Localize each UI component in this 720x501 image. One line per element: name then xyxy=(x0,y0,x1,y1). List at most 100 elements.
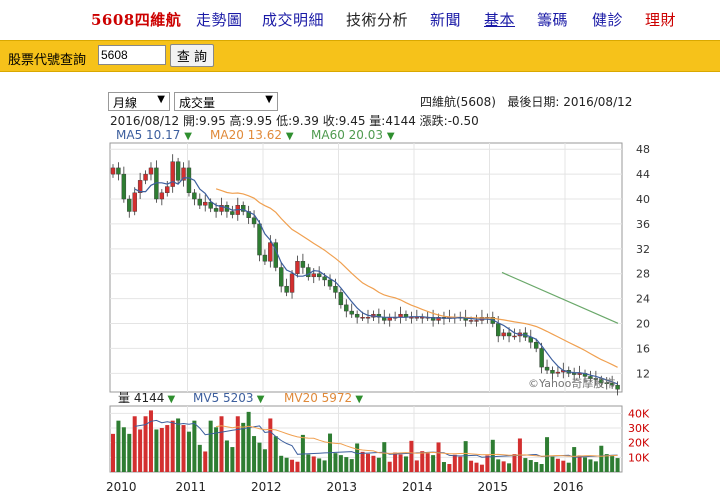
volume-bar xyxy=(322,460,327,472)
candlestick xyxy=(175,157,181,185)
candlestick xyxy=(571,367,577,381)
price-tick-label: 12 xyxy=(636,367,650,380)
nav-trend[interactable]: 走勢圖 xyxy=(196,11,243,29)
volume-tick-label: 30K xyxy=(628,422,650,435)
volume-bar xyxy=(403,456,408,472)
volume-bar xyxy=(599,445,604,472)
nav-finance[interactable]: 理財 xyxy=(645,11,677,29)
price-tick-label: 16 xyxy=(636,342,650,355)
ma60-line xyxy=(501,271,619,324)
period-select-value: 月線 xyxy=(113,96,138,110)
volume-bar xyxy=(431,455,436,472)
volume-bar xyxy=(214,427,219,472)
period-select[interactable]: 月線 ▼ xyxy=(108,92,170,111)
volume-bar xyxy=(154,429,159,472)
volume-bar xyxy=(414,460,419,472)
volume-bar xyxy=(311,456,316,472)
volume-bar xyxy=(420,451,425,472)
volume-bar xyxy=(186,431,191,472)
price-tick-label: 24 xyxy=(636,293,650,306)
volume-bar xyxy=(441,462,446,472)
candlestick xyxy=(159,189,165,206)
volume-bar xyxy=(279,455,284,472)
volume-bar xyxy=(393,452,398,472)
candlestick xyxy=(121,166,127,203)
price-tick-label: 48 xyxy=(636,143,650,156)
volume-bar xyxy=(159,428,164,472)
volume-bar xyxy=(376,457,381,472)
price-tick-label: 20 xyxy=(636,318,650,331)
volume-tick-label: 10K xyxy=(628,451,650,464)
ma20-line xyxy=(215,188,618,368)
volume-bar xyxy=(344,457,349,472)
mv20-line xyxy=(216,425,618,457)
volume-bar xyxy=(550,456,555,472)
nav-trade-detail[interactable]: 成交明細 xyxy=(262,11,325,29)
candlestick xyxy=(354,310,360,324)
stock-brand-link[interactable]: 5608四維航 xyxy=(91,11,182,29)
candlestick xyxy=(132,187,137,216)
nav-health[interactable]: 健診 xyxy=(592,11,624,29)
volume-bar xyxy=(230,447,235,472)
volume-bar xyxy=(382,442,387,472)
volume-bar xyxy=(409,440,414,472)
ma20-value: MA20 13.62 xyxy=(210,128,282,142)
nav-chips[interactable]: 籌碼 xyxy=(537,11,569,29)
last-date: 最後日期: 2016/08/12 xyxy=(507,95,633,109)
candlestick xyxy=(512,328,517,340)
candlestick xyxy=(143,170,148,185)
volume-bar xyxy=(528,460,533,472)
candlestick xyxy=(116,162,121,181)
ma5-value: MA5 10.17 xyxy=(116,128,181,142)
candlestick xyxy=(230,205,235,219)
candlestick xyxy=(349,303,354,318)
vol-legend: 量 4144 ▼ xyxy=(118,391,176,405)
candlestick xyxy=(137,172,143,200)
volume-bar xyxy=(208,420,213,472)
top-nav: 5608四維航 走勢圖 成交明細 技術分析 新聞 基本 籌碼 健診 理財 xyxy=(0,0,720,36)
candlestick xyxy=(241,201,246,216)
volume-bar xyxy=(577,455,582,472)
price-tick-label: 32 xyxy=(636,243,650,256)
volume-bar xyxy=(355,443,360,472)
search-button[interactable]: 查 詢 xyxy=(170,44,214,67)
indicator-select[interactable]: 成交量 ▼ xyxy=(174,92,278,111)
volume-bar xyxy=(452,454,457,472)
volume-bar xyxy=(116,420,121,472)
candlestick xyxy=(300,253,306,274)
nav-basic[interactable]: 基本 xyxy=(484,11,516,29)
volume-bar xyxy=(436,442,441,472)
candlestick xyxy=(262,249,268,266)
candlestick xyxy=(555,366,561,378)
volume-bar xyxy=(333,453,338,472)
volume-bar xyxy=(371,455,376,472)
search-bar: 股票代號查詢 查 詢 xyxy=(0,40,720,72)
volume-bar xyxy=(192,420,197,472)
volume-bar xyxy=(273,436,278,472)
volume-bar xyxy=(203,451,208,472)
search-label: 股票代號查詢 xyxy=(8,53,87,68)
candlestick xyxy=(501,329,506,340)
chevron-down-icon: ▼ xyxy=(265,94,273,105)
volume-bar xyxy=(539,464,544,472)
volume-bar xyxy=(588,459,593,472)
price-tick-label: 36 xyxy=(636,218,650,231)
volume-bar xyxy=(148,410,153,472)
candlestick xyxy=(550,366,555,380)
stock-code-input[interactable] xyxy=(98,45,166,65)
volume-bar xyxy=(501,461,506,472)
volume-bar xyxy=(219,416,224,472)
candlestick xyxy=(295,255,300,278)
candlestick xyxy=(181,162,186,187)
volume-bar xyxy=(262,449,267,472)
volume-bar xyxy=(555,458,560,472)
chevron-down-icon: ▼ xyxy=(157,94,165,105)
price-tick-label: 44 xyxy=(636,168,650,181)
nav-technical[interactable]: 技術分析 xyxy=(346,11,409,29)
mv5-line xyxy=(134,419,618,458)
volume-bar xyxy=(241,422,246,472)
nav-news[interactable]: 新聞 xyxy=(430,11,462,29)
candlestick xyxy=(110,164,116,178)
candlestick xyxy=(197,193,203,209)
